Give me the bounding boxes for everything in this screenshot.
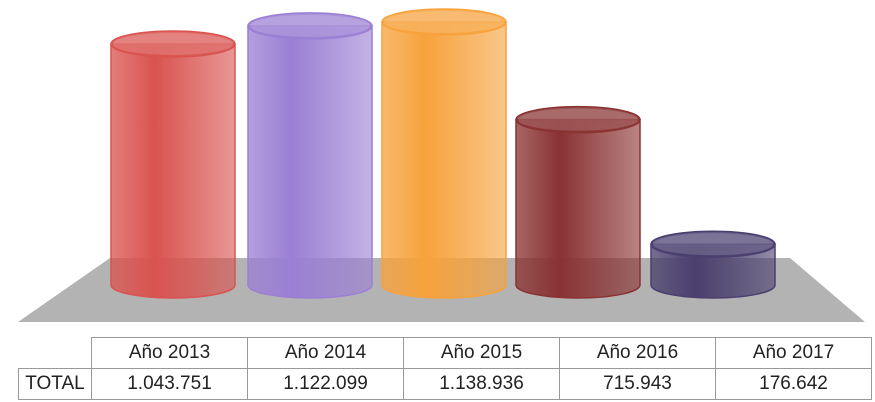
value-label: 715.943	[559, 368, 716, 400]
cylinder-top-shine	[653, 233, 773, 256]
cylinder-body	[381, 21, 507, 299]
cylinder-top-shine	[384, 11, 504, 33]
value-label: 1.138.936	[403, 368, 560, 400]
category-label: Año 2017	[715, 337, 872, 369]
cylinder	[247, 12, 373, 299]
cylinder-top	[381, 8, 507, 36]
category-label: Año 2015	[403, 337, 560, 369]
cylinder	[650, 230, 776, 299]
cylinder-top-shine	[113, 32, 233, 55]
empty-cell	[18, 337, 92, 369]
row-label: TOTAL	[18, 368, 92, 400]
value-label: 1.043.751	[91, 368, 248, 400]
cylinder-top-shine	[250, 14, 370, 37]
cylinder-top	[247, 12, 373, 40]
category-label: Año 2016	[559, 337, 716, 369]
cylinder	[381, 8, 507, 299]
cylinder-top-shine	[518, 108, 638, 131]
cylinder-body	[247, 25, 373, 299]
cylinder	[515, 105, 641, 299]
data-table: Año 2013 Año 2014 Año 2015 Año 2016 Año 2017…	[18, 337, 872, 400]
cylinder-top	[650, 230, 776, 258]
cylinder-top	[515, 105, 641, 134]
value-label: 176.642	[715, 368, 872, 400]
category-label: Año 2013	[91, 337, 248, 369]
cylinder	[110, 30, 236, 299]
plot	[18, 8, 865, 322]
cylinder-body	[110, 43, 236, 299]
cylinder-body	[515, 118, 641, 299]
category-label: Año 2014	[247, 337, 404, 369]
cylinder-body	[650, 243, 776, 299]
cylinder-top	[110, 30, 236, 58]
value-label: 1.122.099	[247, 368, 404, 400]
